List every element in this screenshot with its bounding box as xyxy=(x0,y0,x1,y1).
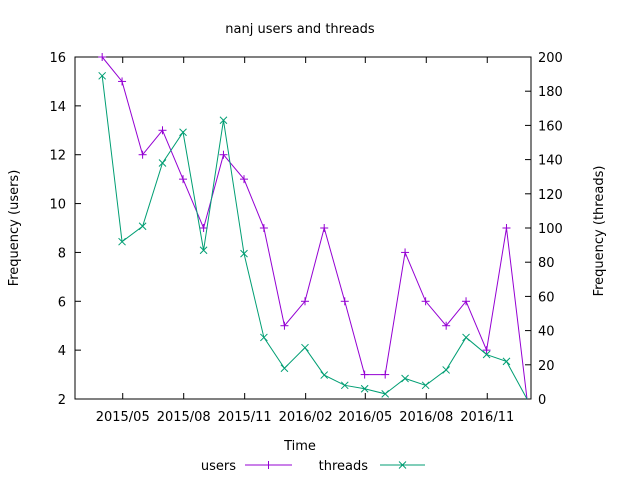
y-tick-label-left: 6 xyxy=(58,295,66,310)
data-point xyxy=(462,297,471,306)
data-point xyxy=(320,371,329,379)
legend: users threads xyxy=(201,459,425,474)
chart-title: nanj users and threads xyxy=(225,22,375,37)
data-point xyxy=(219,150,228,159)
data-point xyxy=(360,384,369,393)
data-point xyxy=(401,374,409,383)
y-tick-label-left: 2 xyxy=(58,393,66,408)
x-tick-label: 2016/02 xyxy=(279,410,333,425)
series-line-users xyxy=(101,56,528,400)
y-tick-label-right: 20 xyxy=(538,359,555,374)
x-axis: 2015/05 2015/08 2015/11 2016/02 2016/05 2016/… xyxy=(96,57,514,425)
data-point xyxy=(442,366,451,374)
data-point xyxy=(301,343,309,352)
data-point xyxy=(219,116,228,125)
y-tick-label-left: 16 xyxy=(49,51,66,66)
legend-label: users xyxy=(201,459,236,474)
series-layer xyxy=(98,53,528,400)
legend-item-users: users xyxy=(201,459,292,474)
data-point xyxy=(442,321,451,330)
y-tick-label-right: 160 xyxy=(538,119,563,134)
x-tick-label: 2016/11 xyxy=(460,410,514,425)
data-point xyxy=(118,237,126,246)
data-point xyxy=(138,150,147,159)
data-point xyxy=(502,357,511,366)
data-point xyxy=(158,159,167,167)
data-point xyxy=(280,364,289,373)
data-point xyxy=(320,224,329,232)
series-users xyxy=(98,53,528,400)
data-point xyxy=(502,224,511,232)
x-tick-label: 2015/11 xyxy=(218,410,272,425)
series-line-threads xyxy=(101,75,528,400)
plot-frame xyxy=(74,56,532,400)
data-point xyxy=(381,370,390,379)
data-point xyxy=(260,333,268,342)
data-point xyxy=(264,461,273,469)
data-point xyxy=(421,381,430,390)
data-point xyxy=(259,224,268,232)
x-tick-label: 2015/08 xyxy=(157,410,211,425)
x-axis-label: Time xyxy=(283,439,316,454)
y-tick-label-right: 40 xyxy=(538,325,555,340)
data-point xyxy=(179,175,188,184)
data-point xyxy=(118,77,127,86)
data-point xyxy=(138,222,147,231)
y-tick-label-right: 180 xyxy=(538,85,563,100)
y-tick-label-left: 8 xyxy=(58,246,66,261)
left-axis: 2 4 6 8 10 12 14 16 xyxy=(49,51,81,408)
data-point xyxy=(199,224,208,232)
legend-label: threads xyxy=(319,459,369,474)
right-axis: 0 20 40 60 80 100 120 140 160 180 200 xyxy=(525,51,563,408)
data-point xyxy=(179,128,187,137)
data-point xyxy=(381,390,390,398)
y-tick-label-left: 4 xyxy=(58,344,66,359)
y-tick-label-left: 14 xyxy=(49,100,66,115)
data-point xyxy=(340,381,349,390)
data-point xyxy=(199,246,208,255)
legend-item-threads: threads xyxy=(319,459,425,474)
data-point xyxy=(421,297,430,306)
data-point xyxy=(158,126,167,135)
data-point xyxy=(98,53,107,61)
y-axis-label-right: Frequency (threads) xyxy=(592,166,607,297)
data-point xyxy=(360,370,369,379)
y-tick-label-right: 200 xyxy=(538,51,563,66)
series-threads xyxy=(98,71,528,400)
data-point xyxy=(462,333,470,342)
data-point xyxy=(340,297,349,306)
data-point xyxy=(240,175,249,184)
x-tick-label: 2016/08 xyxy=(399,410,453,425)
data-point xyxy=(300,297,309,306)
y-tick-label-right: 140 xyxy=(538,154,563,169)
y-axis-label-left: Frequency (users) xyxy=(7,170,22,287)
y-tick-label-left: 12 xyxy=(49,149,66,164)
y-tick-label-right: 0 xyxy=(538,393,546,408)
y-tick-label-left: 10 xyxy=(49,198,66,213)
y-tick-label-right: 60 xyxy=(538,290,555,305)
data-point xyxy=(240,249,248,258)
data-point xyxy=(482,350,491,359)
x-tick-label: 2015/05 xyxy=(96,410,150,425)
data-point xyxy=(280,321,289,330)
data-point xyxy=(398,461,407,469)
y-tick-label-right: 100 xyxy=(538,222,563,237)
data-point xyxy=(482,346,491,355)
x-tick-label: 2016/05 xyxy=(338,410,392,425)
data-point xyxy=(401,248,410,257)
y-tick-label-right: 80 xyxy=(538,256,555,271)
y-tick-label-right: 120 xyxy=(538,188,563,203)
data-point xyxy=(98,71,107,80)
